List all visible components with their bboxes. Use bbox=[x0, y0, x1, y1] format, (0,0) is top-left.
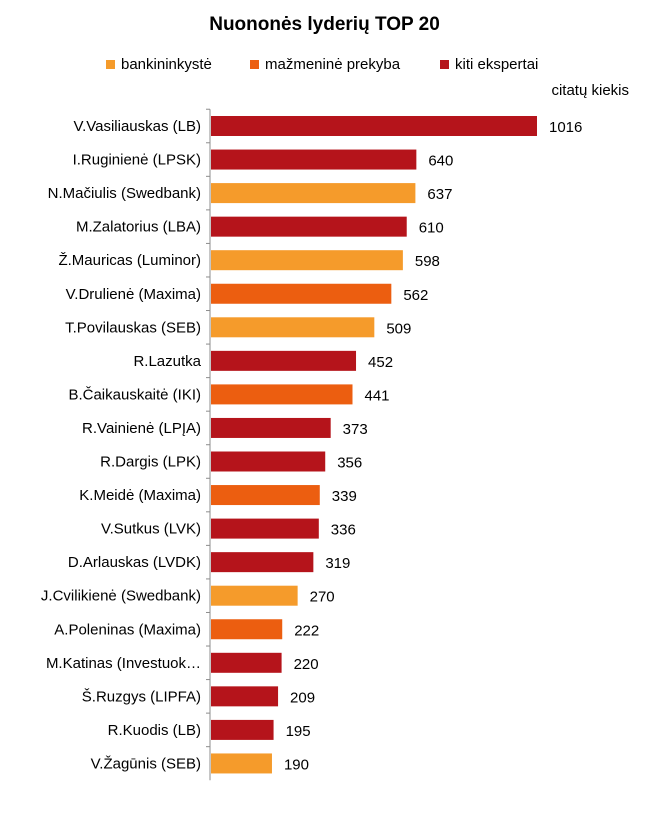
value-label: 195 bbox=[286, 723, 311, 740]
category-label: V.Sutkus (LVK) bbox=[101, 521, 201, 538]
category-label: V.Vasiliauskas (LB) bbox=[73, 118, 201, 135]
legend-label-retail: mažmeninė prekyba bbox=[265, 56, 401, 73]
category-label: R.Kuodis (LB) bbox=[108, 722, 201, 739]
category-label: Ž.Mauricas (Luminor) bbox=[58, 252, 201, 269]
value-label: 441 bbox=[365, 387, 390, 404]
value-label: 209 bbox=[290, 689, 315, 706]
category-label: B.Čaikauskaitė (IKI) bbox=[68, 386, 201, 403]
category-label: Š.Ruzgys (LIPFA) bbox=[82, 688, 201, 705]
value-label: 319 bbox=[325, 555, 350, 572]
legend-item-retail: mažmeninė prekyba bbox=[250, 56, 400, 73]
value-label: 339 bbox=[332, 488, 357, 505]
category-label: V.Žagūnis (SEB) bbox=[91, 755, 201, 772]
category-label: R.Vainienė (LPĮA) bbox=[82, 420, 201, 437]
bar bbox=[211, 216, 407, 237]
value-label: 509 bbox=[386, 320, 411, 337]
category-label: J.Cvilikienė (Swedbank) bbox=[41, 588, 201, 605]
bar bbox=[211, 283, 392, 304]
value-label: 1016 bbox=[549, 119, 582, 136]
value-label: 190 bbox=[284, 756, 309, 773]
bar bbox=[211, 417, 331, 438]
bar bbox=[211, 384, 353, 405]
category-label: V.Drulienė (Maxima) bbox=[66, 286, 201, 303]
value-label: 452 bbox=[368, 354, 393, 371]
bar bbox=[211, 585, 298, 606]
category-label: M.Zalatorius (LBA) bbox=[76, 219, 201, 236]
bar bbox=[211, 250, 403, 271]
unit-label: citatų kiekis bbox=[551, 82, 629, 99]
legend-swatch-other-experts bbox=[440, 60, 449, 69]
value-label: 562 bbox=[403, 287, 428, 304]
bar bbox=[211, 451, 326, 472]
legend-item-other-experts: kiti ekspertai bbox=[440, 56, 538, 73]
bar bbox=[211, 619, 283, 640]
bar bbox=[211, 183, 416, 204]
category-label: R.Dargis (LPK) bbox=[100, 454, 201, 471]
value-label: 598 bbox=[415, 253, 440, 270]
value-label: 336 bbox=[331, 522, 356, 539]
category-label: A.Poleninas (Maxima) bbox=[54, 621, 201, 638]
value-label: 373 bbox=[343, 421, 368, 438]
legend-label-banking: bankininkystė bbox=[121, 56, 212, 73]
category-label: D.Arlauskas (LVDK) bbox=[68, 554, 201, 571]
bar bbox=[211, 753, 272, 774]
category-label: I.Ruginienė (LPSK) bbox=[73, 152, 201, 169]
bar bbox=[211, 350, 357, 371]
bar bbox=[211, 652, 282, 673]
chart-title: Nuononės lyderių TOP 20 bbox=[209, 14, 440, 35]
legend: bankininkystė mažmeninė prekyba kiti eks… bbox=[0, 56, 649, 78]
legend-swatch-banking bbox=[106, 60, 115, 69]
category-label: R.Lazutka bbox=[133, 353, 201, 370]
bar bbox=[211, 518, 319, 539]
value-label: 270 bbox=[310, 589, 335, 606]
value-label: 637 bbox=[427, 186, 452, 203]
value-label: 220 bbox=[294, 656, 319, 673]
category-label: N.Mačiulis (Swedbank) bbox=[48, 185, 201, 202]
category-label: T.Povilauskas (SEB) bbox=[65, 319, 201, 336]
legend-swatch-retail bbox=[250, 60, 259, 69]
category-label: M.Katinas (Investuok… bbox=[46, 655, 201, 672]
bar bbox=[211, 317, 375, 338]
value-label: 640 bbox=[428, 153, 453, 170]
bar bbox=[211, 116, 537, 136]
bar bbox=[211, 552, 314, 573]
legend-item-banking: bankininkystė bbox=[106, 56, 212, 73]
category-label: K.Meidė (Maxima) bbox=[79, 487, 201, 504]
value-label: 610 bbox=[419, 220, 444, 237]
bar bbox=[211, 686, 279, 707]
legend-label-other-experts: kiti ekspertai bbox=[455, 56, 539, 73]
bar bbox=[211, 149, 417, 170]
bar bbox=[211, 485, 320, 506]
value-label: 356 bbox=[337, 455, 362, 472]
value-label: 222 bbox=[294, 622, 319, 639]
bar bbox=[211, 719, 274, 740]
